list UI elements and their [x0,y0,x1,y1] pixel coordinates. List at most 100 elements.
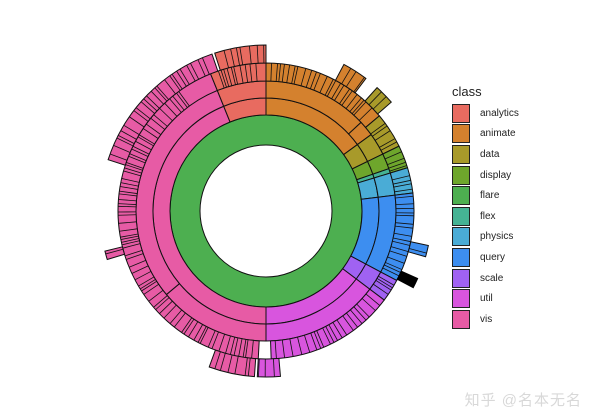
segment-divider [384,151,402,160]
segment-divider [328,324,338,341]
segment-divider [143,98,158,112]
segment-divider [394,188,413,193]
segment-divider [316,330,325,348]
legend-label: data [480,148,500,160]
legend-item-scale: scale [452,268,519,289]
segment-divider [378,275,395,286]
segment-data [364,86,392,115]
segment-divider [273,358,275,377]
segment-divider [139,279,156,290]
segment-divider [394,232,412,237]
segment-divider [392,240,411,246]
segment-divider [297,337,303,355]
segment-divider [319,76,328,93]
segment-divider [118,205,137,208]
segment-divider [202,57,210,75]
segment-divider [131,265,149,274]
segment-divider [135,107,151,120]
legend-swatch [452,309,470,329]
segment-divider [375,280,392,291]
segment-divider [291,65,296,84]
segment-divider [229,337,236,355]
segment-divider [220,69,227,88]
legend-item-flare: flare [452,185,519,206]
segment-divider [135,140,152,151]
segment-divider [339,88,350,104]
segment-divider [281,64,285,83]
segment-divider [334,84,345,101]
segment-divider [150,90,164,105]
segment-divider [345,71,357,87]
segment-divider [164,102,178,117]
segment-divider [129,153,147,161]
segment-divider [324,79,334,96]
legend-item-analytics: analytics [452,103,519,124]
segment-divider [230,67,236,85]
segment-divider [173,312,186,328]
segment-divider [233,66,238,85]
segment-divider [341,90,353,106]
segment-divider [233,337,239,356]
segment-divider [351,99,365,114]
segment-divider [153,114,168,127]
segment-divider [251,340,254,359]
segment-divider [120,130,137,140]
segment-divider [374,130,391,141]
segment-divider [289,338,294,357]
segment-divider [109,153,128,161]
segment-divider [255,63,258,82]
segment-divider [341,68,352,84]
legend-label: query [480,251,506,263]
segment-divider [223,69,230,87]
segment-divider [137,136,154,147]
segment-divider [390,246,409,252]
segment-divider [178,91,190,107]
segment-divider [332,322,343,339]
segment-divider [120,182,139,187]
segment-divider [118,214,137,216]
segment-divider [176,92,188,108]
segment-divider [247,358,251,377]
segment-divider [138,134,155,145]
legend-swatch [452,103,470,123]
segment-divider [121,238,140,243]
segment-divider [125,164,143,171]
segment-divider [188,321,199,338]
segment-divider [293,66,299,85]
segment-divider [372,96,387,110]
legend-title: class [452,84,482,99]
segment-divider [199,327,209,344]
segment-divider [126,253,144,260]
segment-divider [361,298,376,311]
legend-label: flex [480,210,496,222]
legend-swatch [452,289,470,309]
legend-item-animate: animate [452,124,519,145]
segment-divider [382,267,400,277]
legend-label: scale [480,272,504,284]
segment-divider [305,70,313,88]
segment-divider [313,73,321,91]
segment-divider [118,199,137,202]
segment-divider [105,248,124,255]
legend-swatch [452,247,470,267]
segment-divider [176,70,187,87]
segment-divider [380,141,398,151]
segment-divider [123,124,140,135]
segment-divider [118,193,137,197]
segment-divider [392,175,410,181]
segment-divider [342,315,354,331]
segment-divider [395,195,414,199]
segment-divider [207,330,216,348]
segment-divider [116,137,134,147]
segment-divider [353,306,367,321]
segment-divider [304,335,311,353]
segment-divider [169,309,183,324]
segment-divider [169,75,181,91]
segment-divider [172,95,185,111]
segment-divider [235,47,240,66]
watermark: 知乎 @名本无名 [464,392,582,409]
legend-item-flex: flex [452,206,519,227]
legend-label: animate [480,128,516,140]
segment-divider [154,87,168,102]
segment-divider [146,95,160,109]
